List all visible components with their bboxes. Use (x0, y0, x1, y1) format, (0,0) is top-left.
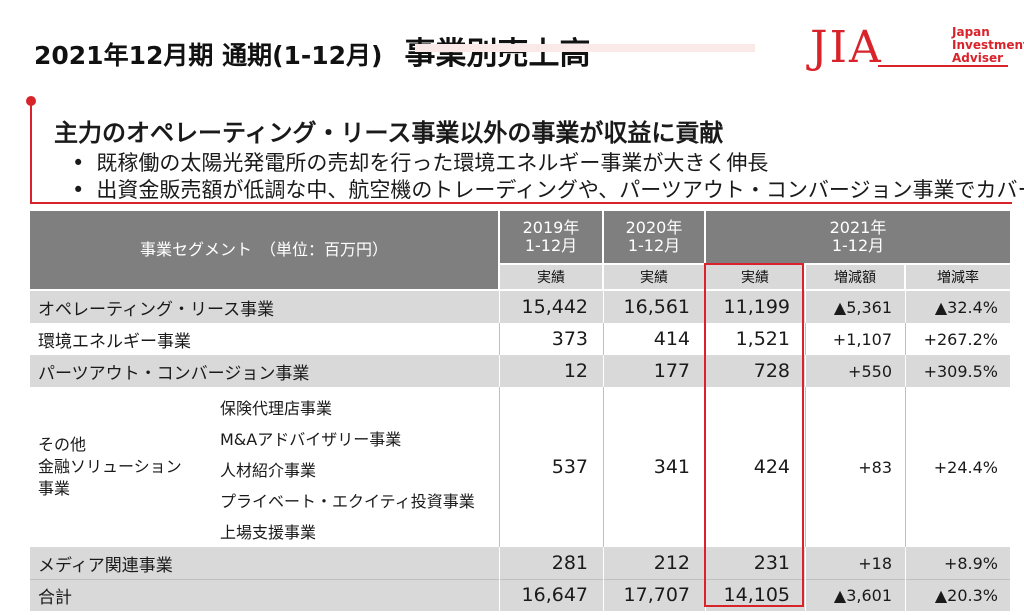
row-operating-lease-name: オペレーティング・リース事業 (38, 299, 275, 320)
header-2020: 2020年 1-12月 (604, 211, 704, 263)
title-main: 事業別売上高 (404, 36, 591, 72)
row-financial-name-2: 金融ソリューション (38, 457, 182, 476)
message-headline: 主力のオペレーティング・リース事業以外の事業が収益に貢献 (54, 119, 724, 147)
row-partout-2019: 12 (563, 360, 588, 382)
page-title: 2021年12月期 通期(1-12月) 事業別売上高 (34, 28, 591, 73)
row-financial-name-3: 事業 (38, 479, 71, 498)
row-operating-lease-2020: 16,561 (623, 296, 690, 318)
message-bullet-2: 出資金販売額が低調な中、航空機のトレーディングや、パーツアウト・コンバージョン事… (72, 174, 1024, 204)
sub-item-private-equity: プライベート・エクイティ投資事業 (220, 492, 475, 511)
total-separator (30, 579, 1010, 580)
sub-item-insurance: 保険代理店事業 (220, 399, 333, 418)
row-partout-name: パーツアウト・コンバージョン事業 (38, 363, 310, 384)
col-sep-4-env (805, 323, 806, 355)
row-media-name: メディア関連事業 (38, 555, 173, 576)
sub-header-rate: 増減率 (906, 265, 1010, 289)
sales-table: 事業セグメント （単位：百万円） 2019年 1-12月 2020年 1-12月… (30, 211, 1010, 611)
row-financial-2021: 424 (753, 456, 790, 478)
row-media-2021: 231 (753, 552, 790, 574)
row-media-rate: +8.9% (943, 553, 998, 573)
logo-text: Japan Investment Adviser (952, 26, 1024, 65)
row-total-rate: ▲20.3% (934, 585, 998, 605)
sub-item-ipo-support: 上場支援事業 (220, 523, 317, 542)
sub-item-recruitment: 人材紹介事業 (220, 461, 317, 480)
col-sep-1-white (499, 387, 500, 547)
header-2019-period: 1-12月 (524, 236, 578, 255)
row-financial-2020: 341 (653, 456, 690, 478)
col-sep-4-white (805, 387, 806, 547)
logo-line (878, 65, 1008, 67)
col-sep-2-white (603, 387, 604, 547)
header-2019: 2019年 1-12月 (500, 211, 602, 263)
header-2019-year: 2019年 (522, 218, 580, 237)
row-operating-lease-change: ▲5,361 (833, 297, 892, 317)
col-sep-1-env (499, 323, 500, 355)
row-bg-partout (30, 355, 1010, 387)
logo-mark: JIA (810, 22, 883, 73)
row-total-change: ▲3,601 (833, 585, 892, 605)
header-2020-year: 2020年 (625, 218, 683, 237)
segment-header: 事業セグメント （単位：百万円） (30, 211, 498, 289)
title-underline (415, 44, 755, 52)
row-financial-rate: +24.4% (933, 457, 998, 477)
row-partout-2020: 177 (653, 360, 690, 382)
row-total-name: 合計 (38, 587, 72, 608)
header-2021-period: 1-12月 (831, 236, 885, 255)
row-financial-2019: 537 (551, 456, 588, 478)
row-environment-change: +1,107 (832, 329, 892, 349)
row-financial-name: その他 金融ソリューション 事業 (30, 387, 210, 547)
row-media-change: +18 (858, 553, 892, 573)
row-total-2021: 14,105 (723, 584, 790, 606)
col-sep-5-env (905, 323, 906, 355)
row-bg-media (30, 547, 1010, 579)
col-sep-2-env (603, 323, 604, 355)
header-2020-period: 1-12月 (627, 236, 681, 255)
row-partout-change: +550 (848, 361, 892, 381)
header-2021: 2021年 1-12月 (706, 211, 1010, 263)
row-total-2019: 16,647 (521, 584, 588, 606)
row-environment-2019: 373 (551, 328, 588, 350)
row-bg-total (30, 579, 1010, 611)
row-environment-rate: +267.2% (923, 329, 998, 349)
sub-header-2019-actual: 実績 (500, 265, 602, 289)
row-bg-operating-lease (30, 291, 1010, 323)
row-financial-name-1: その他 (38, 435, 87, 454)
row-media-2019: 281 (551, 552, 588, 574)
row-operating-lease-rate: ▲32.4% (934, 297, 998, 317)
row-bg-environment (30, 323, 1010, 355)
row-total-2020: 17,707 (623, 584, 690, 606)
sub-header-2021-actual: 実績 (706, 265, 804, 289)
col-sep-5-white (905, 387, 906, 547)
row-operating-lease-2019: 15,442 (521, 296, 588, 318)
message-bullet-1: 既稼働の太陽光発電所の売却を行った環境エネルギー事業が大きく伸長 (72, 147, 768, 177)
sub-header-change: 増減額 (806, 265, 904, 289)
logo-line-2: Investment (952, 38, 1024, 52)
sub-item-ma-advisory: M&Aアドバイザリー事業 (220, 430, 402, 449)
row-bg-financial (30, 387, 1010, 547)
company-logo: JIA Japan Investment Adviser (810, 22, 1024, 80)
2021-column-highlight (704, 263, 804, 607)
row-media-2020: 212 (653, 552, 690, 574)
row-operating-lease-2021: 11,199 (723, 296, 790, 318)
row-partout-rate: +309.5% (923, 361, 998, 381)
title-period: 2021年12月期 通期(1-12月) (34, 41, 383, 70)
sub-header-2020-actual: 実績 (604, 265, 704, 289)
logo-line-1: Japan (952, 25, 990, 39)
row-financial-change: +83 (858, 457, 892, 477)
header-2021-year: 2021年 (829, 218, 887, 237)
row-environment-2021: 1,521 (735, 328, 790, 350)
row-environment-name: 環境エネルギー事業 (38, 331, 191, 352)
message-marker (26, 96, 36, 106)
row-partout-2021: 728 (753, 360, 790, 382)
logo-line-3: Adviser (952, 51, 1004, 65)
row-environment-2020: 414 (653, 328, 690, 350)
